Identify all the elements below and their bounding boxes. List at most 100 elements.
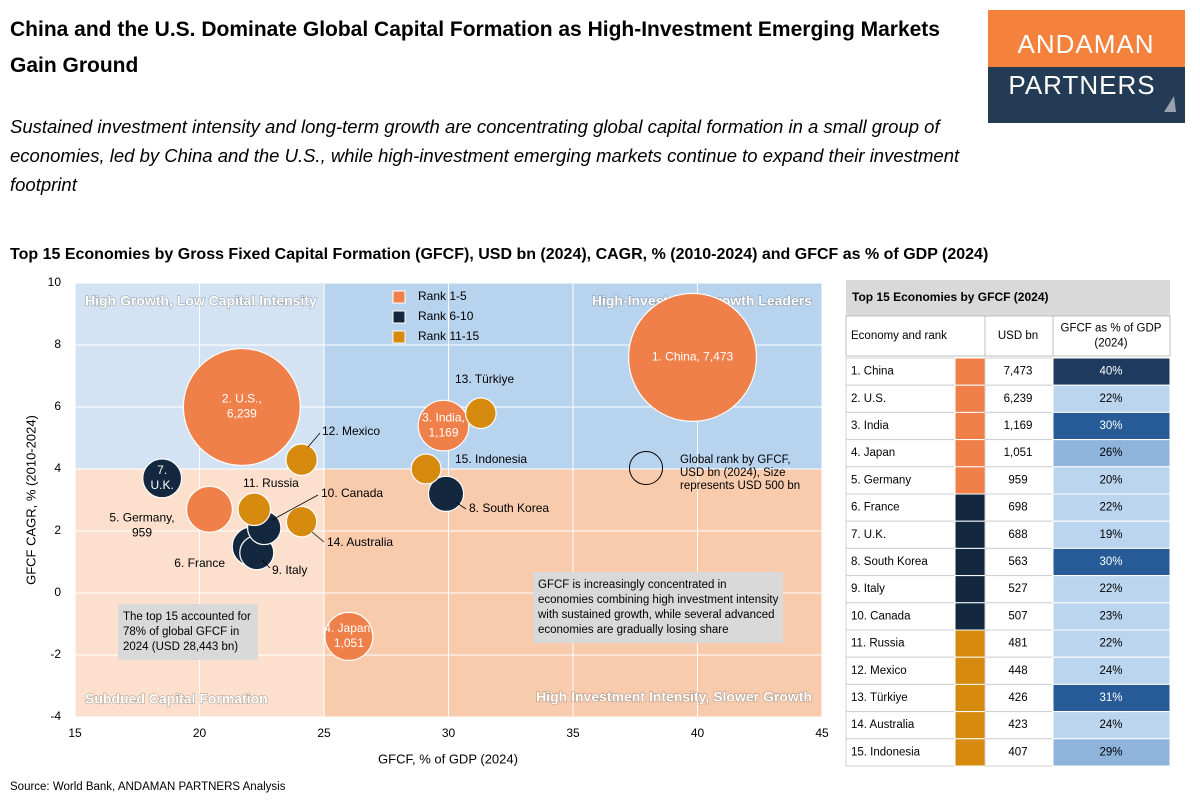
x-tick-label: 40 — [691, 726, 705, 740]
table-pct: 30% — [1099, 556, 1122, 568]
table-swatch — [954, 683, 986, 713]
bubble-label: 6. France — [174, 556, 225, 570]
logo-top-band — [988, 10, 1185, 67]
table-header-bg — [845, 315, 1171, 357]
bubble-label: 10. Canada — [321, 486, 383, 500]
table-economy: 3. India — [851, 420, 889, 432]
y-tick-label: -2 — [50, 647, 61, 661]
leader-line — [456, 502, 467, 510]
table-pct: 22% — [1099, 638, 1122, 650]
table-pct: 23% — [1099, 610, 1122, 622]
legend-swatch — [392, 310, 406, 324]
y-tick-label: 10 — [48, 275, 62, 289]
table-usd: 6,239 — [1004, 393, 1033, 405]
bubble-label: 2. U.S., — [222, 392, 262, 406]
annotation-text: 2024 (USD 28,443 bn) — [123, 641, 238, 653]
bubble — [285, 443, 318, 476]
table-pct-cell — [1052, 357, 1171, 386]
table-cell — [845, 711, 956, 740]
table-economy: 15. Indonesia — [851, 746, 921, 758]
table-swatch — [954, 602, 986, 631]
table-economy: 9. Italy — [851, 583, 885, 595]
table-economy: 14. Australia — [851, 719, 915, 731]
table-usd: 407 — [1008, 746, 1027, 758]
bubble-label: 1,169 — [429, 425, 459, 439]
page-title: China and the U.S. Dominate Global Capit… — [10, 18, 940, 77]
legend-swatch — [392, 290, 406, 304]
table-swatch — [954, 656, 986, 685]
quadrant-label: High Investment Intensity, Slower Growth — [536, 689, 812, 705]
table-usd: 481 — [1008, 638, 1027, 650]
table-usd: 563 — [1008, 556, 1027, 568]
table-economy: 13. Türkiye — [851, 692, 908, 704]
bubble — [417, 399, 470, 452]
bubble — [185, 485, 233, 533]
bubble — [237, 492, 272, 527]
annotation-text: with sustained growth, while several adv… — [537, 609, 775, 621]
table-pct: 24% — [1099, 665, 1122, 677]
table-pct: 26% — [1099, 447, 1122, 459]
table-pct-cell — [1052, 439, 1171, 468]
reference-label: represents USD 500 bn — [680, 480, 800, 492]
x-tick-label: 35 — [566, 726, 580, 740]
table-economy: 2. U.S. — [851, 393, 886, 405]
annotation-box — [533, 572, 783, 643]
table-pct: 31% — [1099, 692, 1122, 704]
reference-label: USD bn (2024), Size — [680, 467, 785, 479]
table-economy: 5. Germany — [851, 474, 911, 486]
leader-line — [271, 494, 319, 521]
table-pct-cell — [1052, 575, 1171, 604]
x-tick-label: 45 — [815, 726, 829, 740]
bubble-label: 13. Türkiye — [455, 372, 514, 386]
bubble — [285, 505, 318, 538]
table-pct-cell — [1052, 602, 1171, 631]
logo-text: PARTNERS — [1008, 70, 1155, 100]
quadrant-label: High Growth, Low Capital Intensity — [85, 293, 317, 309]
table-swatch — [954, 384, 986, 413]
annotation-text: 78% of global GFCF in — [123, 626, 239, 638]
table-cell — [984, 466, 1054, 495]
table-cell — [845, 357, 956, 386]
table-economy: 8. South Korea — [851, 556, 928, 568]
table-cell — [845, 493, 956, 522]
table-cell — [845, 656, 956, 685]
table-swatch — [954, 439, 986, 468]
table-cell — [845, 683, 956, 713]
table-cell — [845, 629, 956, 658]
bubble-label: 5. Germany, — [109, 511, 174, 525]
logo-mark — [1164, 96, 1176, 112]
table-cell — [984, 411, 1054, 441]
bubble-label: 15. Indonesia — [455, 452, 527, 466]
table-usd: 448 — [1008, 665, 1027, 677]
table-pct: 19% — [1099, 529, 1122, 541]
table-header: USD bn — [998, 330, 1038, 342]
table-pct: 29% — [1099, 746, 1122, 758]
bubble — [427, 475, 465, 512]
bubble-label: 7. — [157, 463, 167, 477]
annotation-text: The top 15 accounted for — [123, 611, 251, 623]
table-cell — [984, 520, 1054, 549]
table-header: GFCF as % of GDP — [1061, 323, 1162, 335]
annotation-text: GFCF is increasingly concentrated in — [538, 579, 727, 591]
table-economy: 4. Japan — [851, 447, 895, 459]
table-swatch — [954, 547, 986, 577]
table-pct: 22% — [1099, 502, 1122, 514]
table-cell — [984, 547, 1054, 577]
table-swatch — [954, 520, 986, 549]
table-usd: 426 — [1008, 692, 1027, 704]
y-axis-label: GFCF CAGR, % (2010-2024) — [23, 415, 38, 585]
table-usd: 7,473 — [1004, 366, 1033, 378]
table-usd: 698 — [1008, 502, 1027, 514]
table-cell — [984, 439, 1054, 468]
logo-bottom-band — [988, 67, 1185, 123]
y-tick-label: 8 — [54, 337, 61, 351]
table-header: (2024) — [1094, 338, 1127, 350]
table-cell — [984, 384, 1054, 413]
table-usd: 507 — [1008, 610, 1027, 622]
logo-text: ANDAMAN — [1017, 29, 1154, 59]
annotation-box — [118, 604, 258, 660]
table-pct: 24% — [1099, 719, 1122, 731]
annotation-text: economies combining high investment inte… — [538, 594, 779, 606]
bubble-label: 9. Italy — [272, 563, 307, 577]
